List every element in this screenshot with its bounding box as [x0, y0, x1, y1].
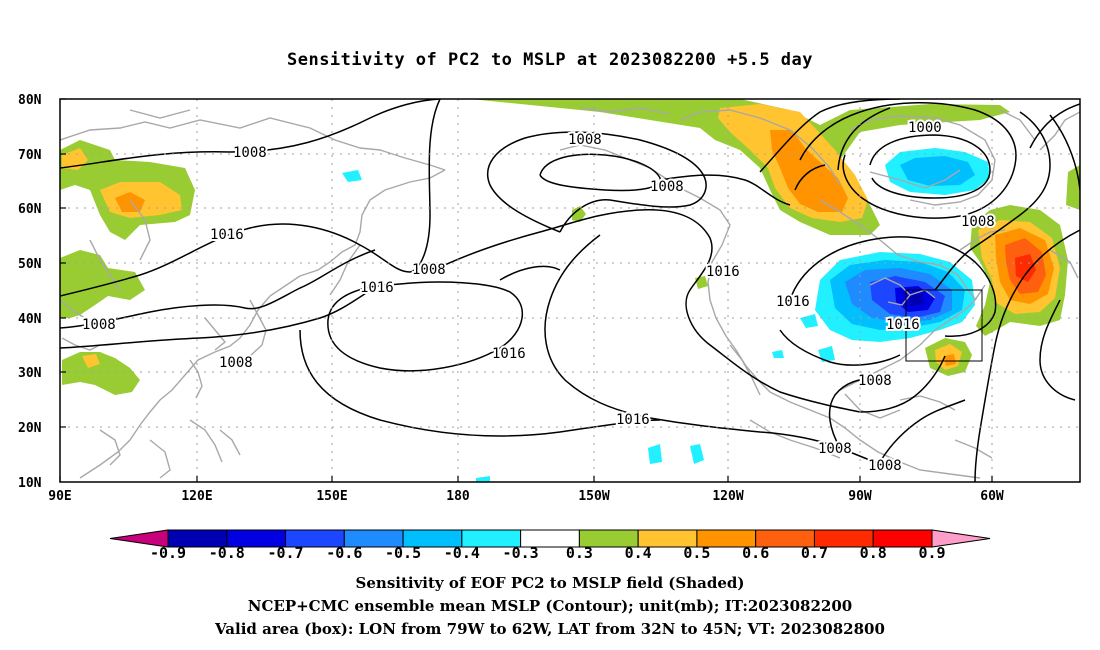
colorbar-label: -0.5 — [385, 544, 421, 562]
chart-title: Sensitivity of PC2 to MSLP at 2023082200… — [286, 50, 813, 70]
lon-label: 90E — [48, 489, 71, 504]
colorbar: -0.9 -0.8 -0.7 -0.6 -0.5 -0.4 -0.3 0.3 0.4 0.5 0.6… — [109, 529, 991, 562]
colorbar-label: -0.3 — [503, 544, 539, 562]
colorbar-label: -0.8 — [209, 544, 245, 562]
lon-label: 150E — [316, 489, 347, 504]
shade-negative — [818, 346, 835, 362]
lat-label: 70N — [18, 148, 42, 163]
contour-label: 1008 — [650, 179, 684, 195]
shade-positive — [1015, 254, 1036, 282]
contour-label: 1008 — [961, 214, 995, 230]
contour-label: 1016 — [492, 346, 526, 362]
shade-negative — [900, 156, 975, 186]
valid-area-box — [905, 289, 983, 362]
shade-negative — [800, 314, 818, 328]
colorbar-label: -0.6 — [326, 544, 362, 562]
contour-label: 1008 — [82, 317, 116, 333]
lat-label: 50N — [18, 257, 42, 272]
colorbar-label: -0.4 — [444, 544, 480, 562]
lon-labels: 90E 120E 150E 180 150W 120W 90W 60W — [48, 489, 1004, 504]
caption-valid-area: Valid area (box): LON from 79W to 62W, L… — [215, 620, 885, 638]
contour-label: 1000 — [908, 120, 942, 136]
contour-label: 1008 — [818, 441, 852, 457]
shade-negative — [342, 170, 362, 182]
contour-label: 1016 — [616, 412, 650, 428]
colorbar-label: 0.8 — [860, 544, 887, 562]
contour-label: 1008 — [233, 145, 267, 161]
shade-positive — [572, 206, 586, 222]
lon-label: 120E — [181, 489, 212, 504]
contour-label: 1008 — [568, 132, 602, 148]
contour-label: 1016 — [776, 294, 810, 310]
shade-positive — [60, 250, 145, 318]
contour-label: 1008 — [868, 458, 902, 474]
contour-label: 1016 — [210, 227, 244, 243]
shade-positive — [62, 352, 140, 395]
lat-labels: 80N 70N 60N 50N 40N 30N 20N 10N — [18, 93, 42, 491]
map-frame — [59, 98, 1081, 483]
colorbar-label: -0.7 — [267, 544, 303, 562]
contour-labels: 1008 1008 1016 1008 1016 1008 1008 1016 … — [80, 118, 997, 476]
shade-negative — [690, 444, 704, 464]
contour-label: 1016 — [360, 280, 394, 296]
lat-label: 80N — [18, 93, 42, 108]
shade-positive — [82, 354, 100, 368]
lat-label: 30N — [18, 366, 42, 381]
colorbar-label: 0.5 — [683, 544, 710, 562]
lon-label: 150W — [578, 489, 609, 504]
contour-label: 1016 — [706, 264, 740, 280]
lon-label: 120W — [712, 489, 743, 504]
grid-lines — [60, 99, 1080, 482]
shade-positive — [1066, 165, 1080, 210]
contour-label: 1008 — [858, 373, 892, 389]
lat-label: 60N — [18, 202, 42, 217]
axis-ticks — [59, 98, 993, 482]
shade-negative — [648, 444, 662, 464]
shade-positive — [115, 192, 145, 212]
colorbar-end-high — [931, 529, 991, 548]
colorbar-label: -0.9 — [150, 544, 186, 562]
contour-label: 1008 — [219, 355, 253, 371]
contour-label: 1008 — [412, 262, 446, 278]
shade-negative — [476, 476, 490, 482]
colorbar-label: 0.6 — [742, 544, 769, 562]
lat-label: 20N — [18, 421, 42, 436]
lon-label: 60W — [980, 489, 1004, 504]
caption-contour: NCEP+CMC ensemble mean MSLP (Contour); u… — [247, 597, 853, 615]
caption-shaded: Sensitivity of EOF PC2 to MSLP field (Sh… — [355, 574, 745, 592]
colorbar-label: 0.4 — [625, 544, 652, 562]
lat-label: 10N — [18, 476, 42, 491]
shade-negative — [908, 294, 924, 306]
shade-negative — [772, 350, 784, 358]
shade-positive — [944, 354, 956, 366]
mslp-contours — [60, 99, 1080, 482]
lat-label: 40N — [18, 312, 42, 327]
contour-label: 1016 — [886, 317, 920, 333]
colorbar-label: 0.3 — [566, 544, 593, 562]
lon-label: 180 — [446, 489, 470, 504]
shading-layer — [60, 99, 1080, 482]
colorbar-label: 0.9 — [918, 544, 945, 562]
colorbar-label: 0.7 — [801, 544, 828, 562]
lon-label: 90W — [848, 489, 872, 504]
